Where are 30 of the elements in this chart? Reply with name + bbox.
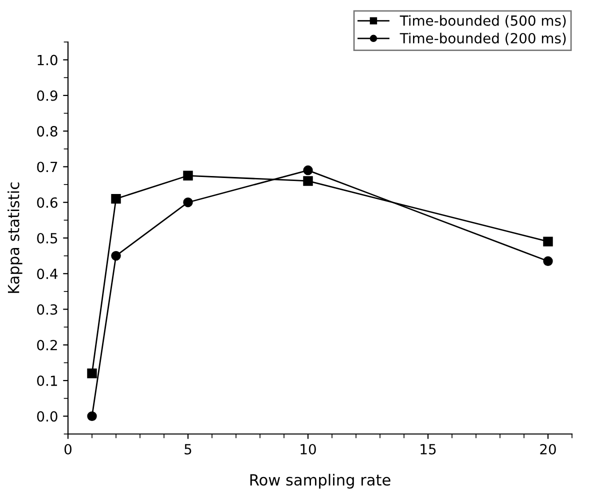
legend-label: Time-bounded (500 ms) <box>400 15 566 28</box>
y-tick-label: 0.4 <box>37 268 58 280</box>
y-tick-label: 0.6 <box>37 197 58 208</box>
y-tick-label: 1.0 <box>38 54 58 66</box>
y-tick-label: 0.9 <box>37 90 58 101</box>
x-tick-label: 20 <box>540 444 556 454</box>
y-tick-label: 0.0 <box>37 411 58 422</box>
point <box>111 194 121 204</box>
point <box>303 165 313 176</box>
y-tick-label: 0.1 <box>37 376 57 386</box>
y-tick-label: 0.8 <box>37 126 58 137</box>
y-tick-label: 0.5 <box>37 232 58 244</box>
y-tick-label: 0.3 <box>37 304 58 315</box>
x-tick-label: 0 <box>64 444 72 454</box>
point <box>87 411 97 422</box>
y-tick-label: 0.7 <box>37 162 58 172</box>
point <box>111 250 121 261</box>
x-axis-title: Row sampling rate <box>250 474 390 489</box>
y-tick-label: 0.2 <box>37 340 57 350</box>
point <box>87 368 97 378</box>
point <box>183 170 193 180</box>
point <box>303 176 313 186</box>
x-tick-label: 15 <box>420 444 436 454</box>
x-tick-label: 10 <box>300 444 316 454</box>
x-tick-label: 5 <box>184 444 192 454</box>
point <box>543 236 553 246</box>
y-axis-title: Kappa statistic <box>8 182 22 293</box>
point <box>183 198 193 208</box>
point <box>543 256 553 266</box>
legend-label: Time-bounded (200 ms) <box>400 32 566 46</box>
